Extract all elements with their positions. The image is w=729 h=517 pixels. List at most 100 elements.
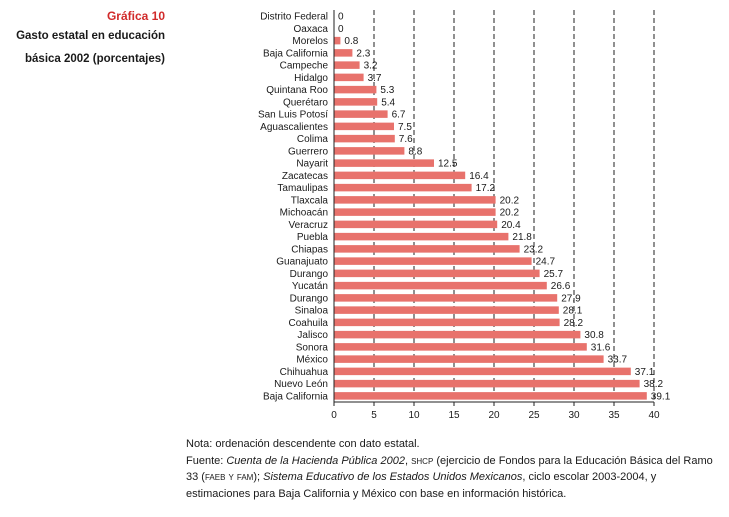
source-text-3: , ciclo escolar 2003-2004, y estimacione… [186,471,657,500]
bar [334,171,466,180]
category-label: Campeche [280,61,329,72]
bar [334,134,395,143]
category-label: Michoacán [280,208,328,219]
bar [334,61,360,69]
value-label: 0.8 [344,36,358,47]
category-label: Zacatecas [282,171,328,182]
source-title-2: Sistema Educativo de los Estados Unidos … [263,471,523,483]
bar [334,379,640,388]
value-label: 24.7 [536,257,556,268]
value-label: 20.2 [500,195,520,206]
category-label: Nayarit [296,159,328,170]
bar [334,147,405,155]
value-label: 2.3 [356,48,370,59]
category-label: Jalisco [297,330,328,341]
value-label: 26.6 [551,281,571,292]
category-label: Tlaxcala [291,195,329,206]
bar [334,110,388,118]
category-label: San Luis Potosí [258,110,328,121]
x-tick-label: 20 [488,410,500,421]
chart-title-line-2: básica 2002 (porcentajes) [25,53,165,65]
bar [334,183,472,192]
value-label: 0 [338,24,344,35]
value-label: 20.4 [501,220,521,231]
value-label: 17.2 [476,183,496,194]
source-text-2: ); [253,471,264,483]
value-label: 28.1 [563,306,583,317]
value-label: 3.2 [364,61,378,72]
value-label: 23.2 [524,244,544,255]
source-shcp: shcp [411,454,434,467]
bar [334,85,377,94]
bar [334,208,496,216]
bar [334,257,532,265]
value-label: 31.6 [591,342,611,353]
category-label: Aguascalientes [260,122,328,133]
bar [334,343,587,351]
bar [334,392,647,400]
value-label: 16.4 [469,171,489,182]
x-tick-label: 0 [331,410,337,421]
bar [334,232,509,241]
category-label: Nuevo León [274,379,328,390]
bar [334,318,560,327]
value-label: 21.8 [512,232,532,243]
category-label: Durango [290,269,329,280]
bar [334,355,604,363]
category-label: Coahuila [289,318,329,329]
x-tick-label: 15 [448,410,460,421]
category-label: Chihuahua [280,367,329,378]
category-label: Chiapas [291,244,328,255]
bar [334,294,558,302]
category-label: Colima [297,134,329,145]
value-label: 0 [338,12,344,23]
category-label: Baja California [263,391,328,402]
x-tick-label: 10 [408,410,420,421]
bar [334,159,434,167]
bar [334,330,581,339]
category-label: Puebla [297,232,329,243]
bar-chart: Distrito Federal 0 Oaxaca 0 Morelos 0.8 Baja C… [258,10,671,421]
value-label: 39.1 [651,391,671,402]
bar [334,73,364,82]
bar [334,98,378,106]
category-label: Distrito Federal [260,12,328,23]
value-label: 38.2 [644,379,664,390]
category-label: Guerrero [288,146,328,157]
bar [334,245,520,253]
source-sep: , [404,454,412,467]
bar [334,220,498,229]
bar [334,367,631,376]
value-label: 3.7 [368,73,382,84]
value-label: 5.3 [380,85,394,96]
category-label: Tamaulipas [277,183,328,194]
bar [334,196,496,204]
category-label: Yucatán [292,281,328,292]
bar [334,36,341,45]
value-label: 33.7 [608,355,628,366]
source-label: Fuente: [186,454,227,467]
category-label: Quintana Roo [266,85,328,96]
category-label: Querétaro [283,97,328,108]
bar [334,281,547,290]
bar [334,269,540,278]
category-label: Guanajuato [276,257,328,268]
category-label: México [296,355,328,366]
chart-notes: Nota: ordenación descendente con dato es… [186,436,721,502]
x-tick-label: 30 [568,410,580,421]
value-label: 6.7 [392,110,406,121]
x-tick-label: 40 [648,410,660,421]
chart-caption: Gráfica 10 Gasto estatal en educación bá… [0,8,165,70]
note-text: Nota: ordenación descendente con dato es… [186,438,420,450]
value-label: 8.8 [408,146,422,157]
source-text-1: (ejercicio de Fondos para la Educación B… [186,454,713,484]
category-label: Sinaloa [295,306,329,317]
category-label: Morelos [292,36,328,47]
value-label: 30.8 [584,330,604,341]
chart-title-line-1: Gasto estatal en educación [16,30,165,42]
category-label: Hidalgo [294,73,328,84]
source-title-1: Cuenta de la Hacienda Pública 2002 [226,454,405,467]
category-label: Oaxaca [294,24,329,35]
value-label: 7.5 [398,122,412,133]
bar [334,49,353,57]
